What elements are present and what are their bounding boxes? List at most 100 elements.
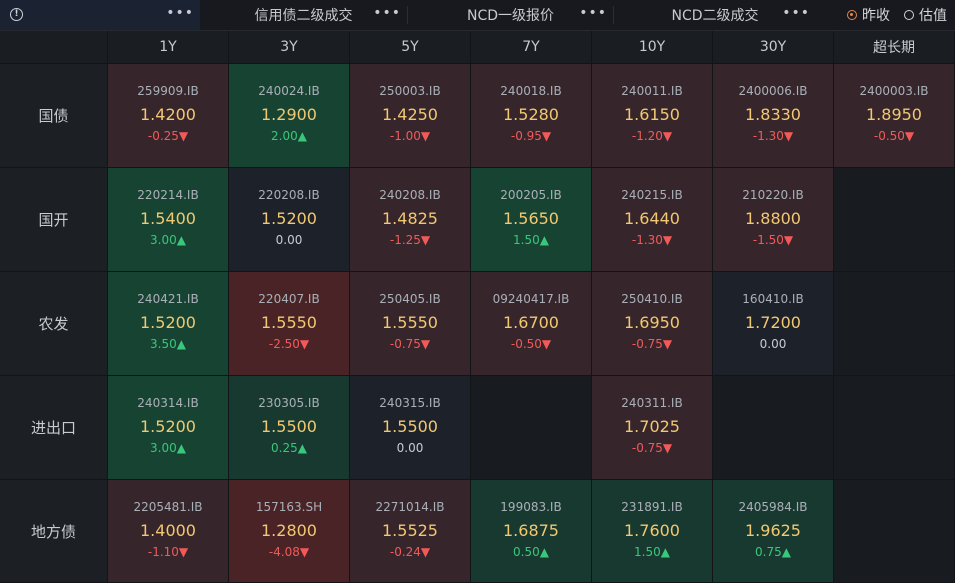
tab-credit-bond-secondary[interactable]: 信用债二级成交 •••	[200, 0, 407, 30]
quote-cell[interactable]: 250405.IB 1.5550 -0.75▼	[350, 272, 471, 376]
yield-change: -1.30▼	[752, 129, 794, 143]
bond-code: 09240417.IB	[492, 292, 570, 306]
yield-change: 1.50▲	[634, 545, 670, 559]
quote-cell[interactable]: 220214.IB 1.5400 3.00▲	[108, 168, 229, 272]
yield-change: -4.08▼	[268, 545, 310, 559]
quote-cell[interactable]: 200205.IB 1.5650 1.50▲	[471, 168, 592, 272]
yield-change: 0.25▲	[271, 441, 307, 455]
more-dots-icon[interactable]: •••	[166, 5, 194, 21]
yield-change: -0.75▼	[631, 441, 673, 455]
quote-cell[interactable]: 240024.IB 1.2900 2.00▲	[229, 64, 350, 168]
quote-cell[interactable]: 199083.IB 1.6875 0.50▲	[471, 480, 592, 583]
yield-change: -1.30▼	[631, 233, 673, 247]
row-label: 农发	[0, 272, 108, 376]
bond-code: 2405984.IB	[738, 500, 808, 514]
quote-cell[interactable]: 240018.IB 1.5280 -0.95▼	[471, 64, 592, 168]
bond-code: 2205481.IB	[133, 500, 203, 514]
empty-cell	[713, 376, 834, 480]
yield-change: -2.50▼	[268, 337, 310, 351]
quote-cell[interactable]: 160410.IB 1.7200 0.00	[713, 272, 834, 376]
bond-code: 231891.IB	[621, 500, 683, 514]
bond-code: 160410.IB	[742, 292, 804, 306]
row-label: 国开	[0, 168, 108, 272]
row-label: 地方债	[0, 480, 108, 583]
bond-code: 240311.IB	[621, 396, 683, 410]
yield-value: 1.8330	[745, 105, 801, 124]
quote-cell[interactable]: 240311.IB 1.7025 -0.75▼	[592, 376, 713, 480]
bond-code: 157163.SH	[255, 500, 323, 514]
quote-cell[interactable]: 2405984.IB 1.9625 0.75▲	[713, 480, 834, 583]
more-dots-icon[interactable]: •••	[782, 5, 810, 21]
bond-code: 259909.IB	[137, 84, 199, 98]
column-header[interactable]: 7Y	[471, 31, 592, 64]
quote-cell[interactable]: 210220.IB 1.8800 -1.50▼	[713, 168, 834, 272]
yield-value: 1.6875	[503, 521, 559, 540]
column-header[interactable]: 30Y	[713, 31, 834, 64]
bond-code: 240215.IB	[621, 188, 683, 202]
column-header[interactable]: 5Y	[350, 31, 471, 64]
quote-cell[interactable]: 2205481.IB 1.4000 -1.10▼	[108, 480, 229, 583]
quote-cell[interactable]: 2400003.IB 1.8950 -0.50▼	[834, 64, 955, 168]
yield-change: 0.00	[275, 233, 303, 247]
bond-code: 250003.IB	[379, 84, 441, 98]
more-dots-icon[interactable]: •••	[373, 5, 401, 21]
quote-cell[interactable]: 2400006.IB 1.8330 -1.30▼	[713, 64, 834, 168]
yield-value: 1.4250	[382, 105, 438, 124]
quote-cell[interactable]: 240208.IB 1.4825 -1.25▼	[350, 168, 471, 272]
yield-change: -1.50▼	[752, 233, 794, 247]
yield-value: 1.4200	[140, 105, 196, 124]
quote-cell[interactable]: 250003.IB 1.4250 -1.00▼	[350, 64, 471, 168]
tab-label: NCD一级报价	[466, 8, 555, 24]
yield-value: 1.2800	[261, 521, 317, 540]
more-dots-icon[interactable]: •••	[579, 5, 607, 21]
radio-selected-icon	[847, 10, 857, 20]
column-header[interactable]: 超长期	[834, 31, 955, 64]
yield-value: 1.8950	[866, 105, 922, 124]
bond-code: 230305.IB	[258, 396, 320, 410]
yield-value: 1.7600	[624, 521, 680, 540]
bond-code: 2400003.IB	[859, 84, 929, 98]
info-circle-icon[interactable]: !	[10, 8, 23, 21]
quote-cell[interactable]: 240215.IB 1.6440 -1.30▼	[592, 168, 713, 272]
quote-cell[interactable]: 220407.IB 1.5550 -2.50▼	[229, 272, 350, 376]
bond-code: 210220.IB	[742, 188, 804, 202]
quote-cell[interactable]: 240314.IB 1.5200 3.00▲	[108, 376, 229, 480]
quote-cell[interactable]: 259909.IB 1.4200 -0.25▼	[108, 64, 229, 168]
quote-cell[interactable]: 220208.IB 1.5200 0.00	[229, 168, 350, 272]
quote-cell[interactable]: 240011.IB 1.6150 -1.20▼	[592, 64, 713, 168]
yield-value: 1.5525	[382, 521, 438, 540]
yield-value: 1.5550	[382, 313, 438, 332]
quote-cell[interactable]: 240421.IB 1.5200 3.50▲	[108, 272, 229, 376]
yield-value: 1.6700	[503, 313, 559, 332]
radio-unselected-icon	[904, 10, 914, 20]
yield-value: 1.5500	[261, 417, 317, 436]
column-header[interactable]: 1Y	[108, 31, 229, 64]
radio-label: 估值	[919, 8, 947, 24]
quote-cell[interactable]: 09240417.IB 1.6700 -0.50▼	[471, 272, 592, 376]
bond-code: 2271014.IB	[375, 500, 445, 514]
yield-change: 3.00▲	[150, 233, 186, 247]
tab-blurred[interactable]: ! •••	[0, 0, 200, 30]
yield-change: 0.75▲	[755, 545, 791, 559]
yield-change: -1.25▼	[389, 233, 431, 247]
yield-change: -0.75▼	[631, 337, 673, 351]
bond-code: 200205.IB	[500, 188, 562, 202]
yield-value: 1.5280	[503, 105, 559, 124]
column-header[interactable]: 10Y	[592, 31, 713, 64]
tab-ncd-primary-quote[interactable]: NCD一级报价 •••	[408, 0, 613, 30]
quote-cell[interactable]: 240315.IB 1.5500 0.00	[350, 376, 471, 480]
quote-cell[interactable]: 231891.IB 1.7600 1.50▲	[592, 480, 713, 583]
quote-cell[interactable]: 157163.SH 1.2800 -4.08▼	[229, 480, 350, 583]
radio-valuation[interactable]: 估值	[904, 5, 947, 25]
quote-cell[interactable]: 250410.IB 1.6950 -0.75▼	[592, 272, 713, 376]
column-header[interactable]: 3Y	[229, 31, 350, 64]
yield-matrix: 1Y 3Y 5Y 7Y 10Y 30Y 超长期 国债 259909.IB 1.4200 -0.25▼…	[0, 31, 955, 583]
radio-prev-close[interactable]: 昨收	[847, 5, 890, 25]
yield-value: 1.6440	[624, 209, 680, 228]
empty-cell	[834, 168, 955, 272]
price-basis-radio-group: 昨收 估值	[847, 0, 947, 30]
quote-cell[interactable]: 2271014.IB 1.5525 -0.24▼	[350, 480, 471, 583]
quote-cell[interactable]: 230305.IB 1.5500 0.25▲	[229, 376, 350, 480]
bond-code: 240314.IB	[137, 396, 199, 410]
tab-ncd-secondary-trade[interactable]: NCD二级成交 •••	[614, 0, 816, 30]
